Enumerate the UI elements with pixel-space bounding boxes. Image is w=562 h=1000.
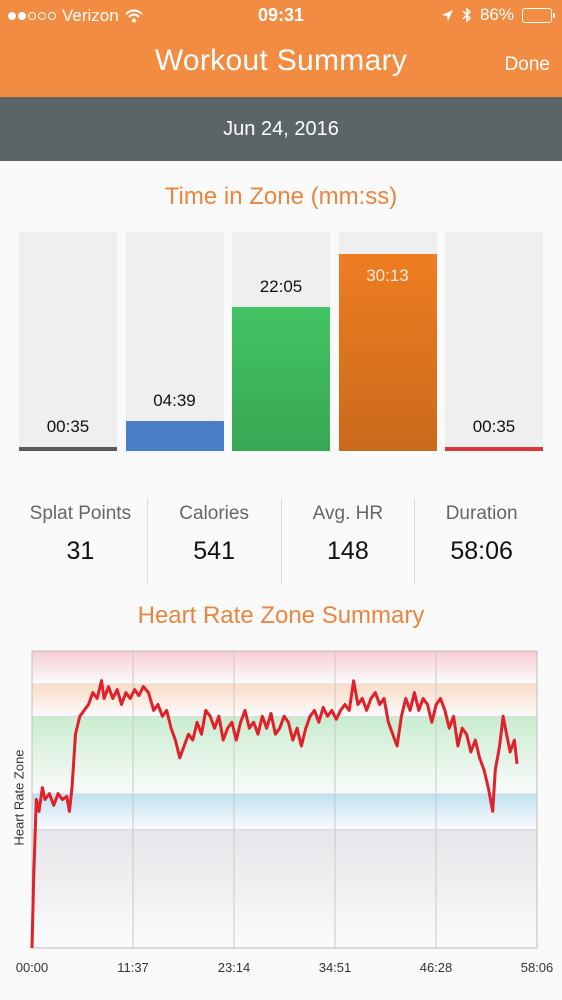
hr-x-tick-label: 23:14 (217, 960, 251, 975)
zone-column-2: 04:39 (125, 232, 224, 451)
hr-zone-band (32, 793, 537, 830)
zone-bar (445, 447, 543, 451)
wifi-icon (125, 9, 143, 23)
zone-bar (19, 447, 117, 451)
signal-icon (8, 12, 56, 20)
stat-label: Avg. HR (312, 503, 384, 524)
stat-label: Duration (445, 503, 518, 524)
stat-value: 31 (66, 537, 95, 565)
stat-avg-hr: Avg. HR 148 (282, 498, 416, 584)
stat-value: 148 (327, 537, 369, 565)
header-bar: Verizon 09:31 86% Workout Summary Done (0, 0, 562, 97)
stat-duration: Duration 58:06 (415, 498, 548, 584)
stat-label: Calories (179, 503, 249, 524)
date-bar: Jun 24, 2016 (0, 97, 562, 161)
zone-column-5: 00:35 (445, 232, 543, 451)
hr-zone-band (32, 829, 537, 948)
hr-chart: Heart Rate Zone 00:00 11:37 23:14 34:51 46:2… (0, 640, 562, 980)
zone-column-4: 30:13 (338, 232, 437, 451)
hr-chart-title: Heart Rate Zone Summary (137, 602, 425, 629)
zone-chart: 00:35 04:39 22:05 30:13 00:35 (19, 232, 543, 451)
status-right: 86% (441, 5, 555, 25)
zone-bar (232, 307, 330, 451)
stat-label: Splat Points (29, 503, 132, 524)
zones-title: Time in Zone (mm:ss) (164, 183, 398, 210)
bluetooth-icon (462, 7, 472, 23)
hr-chart-frame (31, 650, 538, 949)
zone-bar (338, 254, 437, 451)
hr-line (30, 679, 519, 949)
zone-value-label: 04:39 (153, 391, 196, 410)
carrier-group: Verizon (8, 6, 143, 26)
hr-zone-band (32, 651, 537, 684)
stat-value: 58:06 (450, 537, 513, 565)
stat-value: 541 (193, 537, 235, 565)
zone-value-label: 22:05 (259, 277, 303, 296)
status-time: 09:31 (257, 5, 305, 25)
carrier-label: Verizon (62, 6, 119, 25)
zone-value-label: 00:35 (46, 417, 90, 436)
zone-value-label: 30:13 (366, 266, 409, 285)
done-button[interactable]: Done (504, 54, 550, 75)
hr-x-tick-label: 11:37 (117, 960, 149, 975)
stats-row: Splat Points 31 Calories 541 Avg. HR 148 Durat… (14, 498, 548, 584)
stat-splat-points: Splat Points 31 (14, 498, 148, 584)
hr-x-tick-label: 34:51 (318, 960, 352, 975)
zone-bar (125, 421, 224, 451)
status-bar: Verizon 09:31 86% (0, 0, 562, 32)
zone-column-1: 00:35 (19, 232, 117, 451)
hr-chart-plot (30, 650, 538, 949)
zone-column-3: 22:05 (232, 232, 330, 451)
page-title: Workout Summary (154, 44, 408, 77)
location-icon (441, 9, 453, 21)
hr-x-tick-label: 58:06 (520, 960, 554, 975)
hr-x-tick-label: 00:00 (15, 960, 49, 975)
zone-value-label: 00:35 (472, 417, 516, 436)
battery-icon (522, 7, 555, 23)
battery-percent: 86% (479, 5, 514, 24)
hr-x-tick-label: 46:28 (419, 960, 453, 975)
hr-zone-band (32, 716, 537, 794)
stat-calories: Calories 541 (148, 498, 282, 584)
